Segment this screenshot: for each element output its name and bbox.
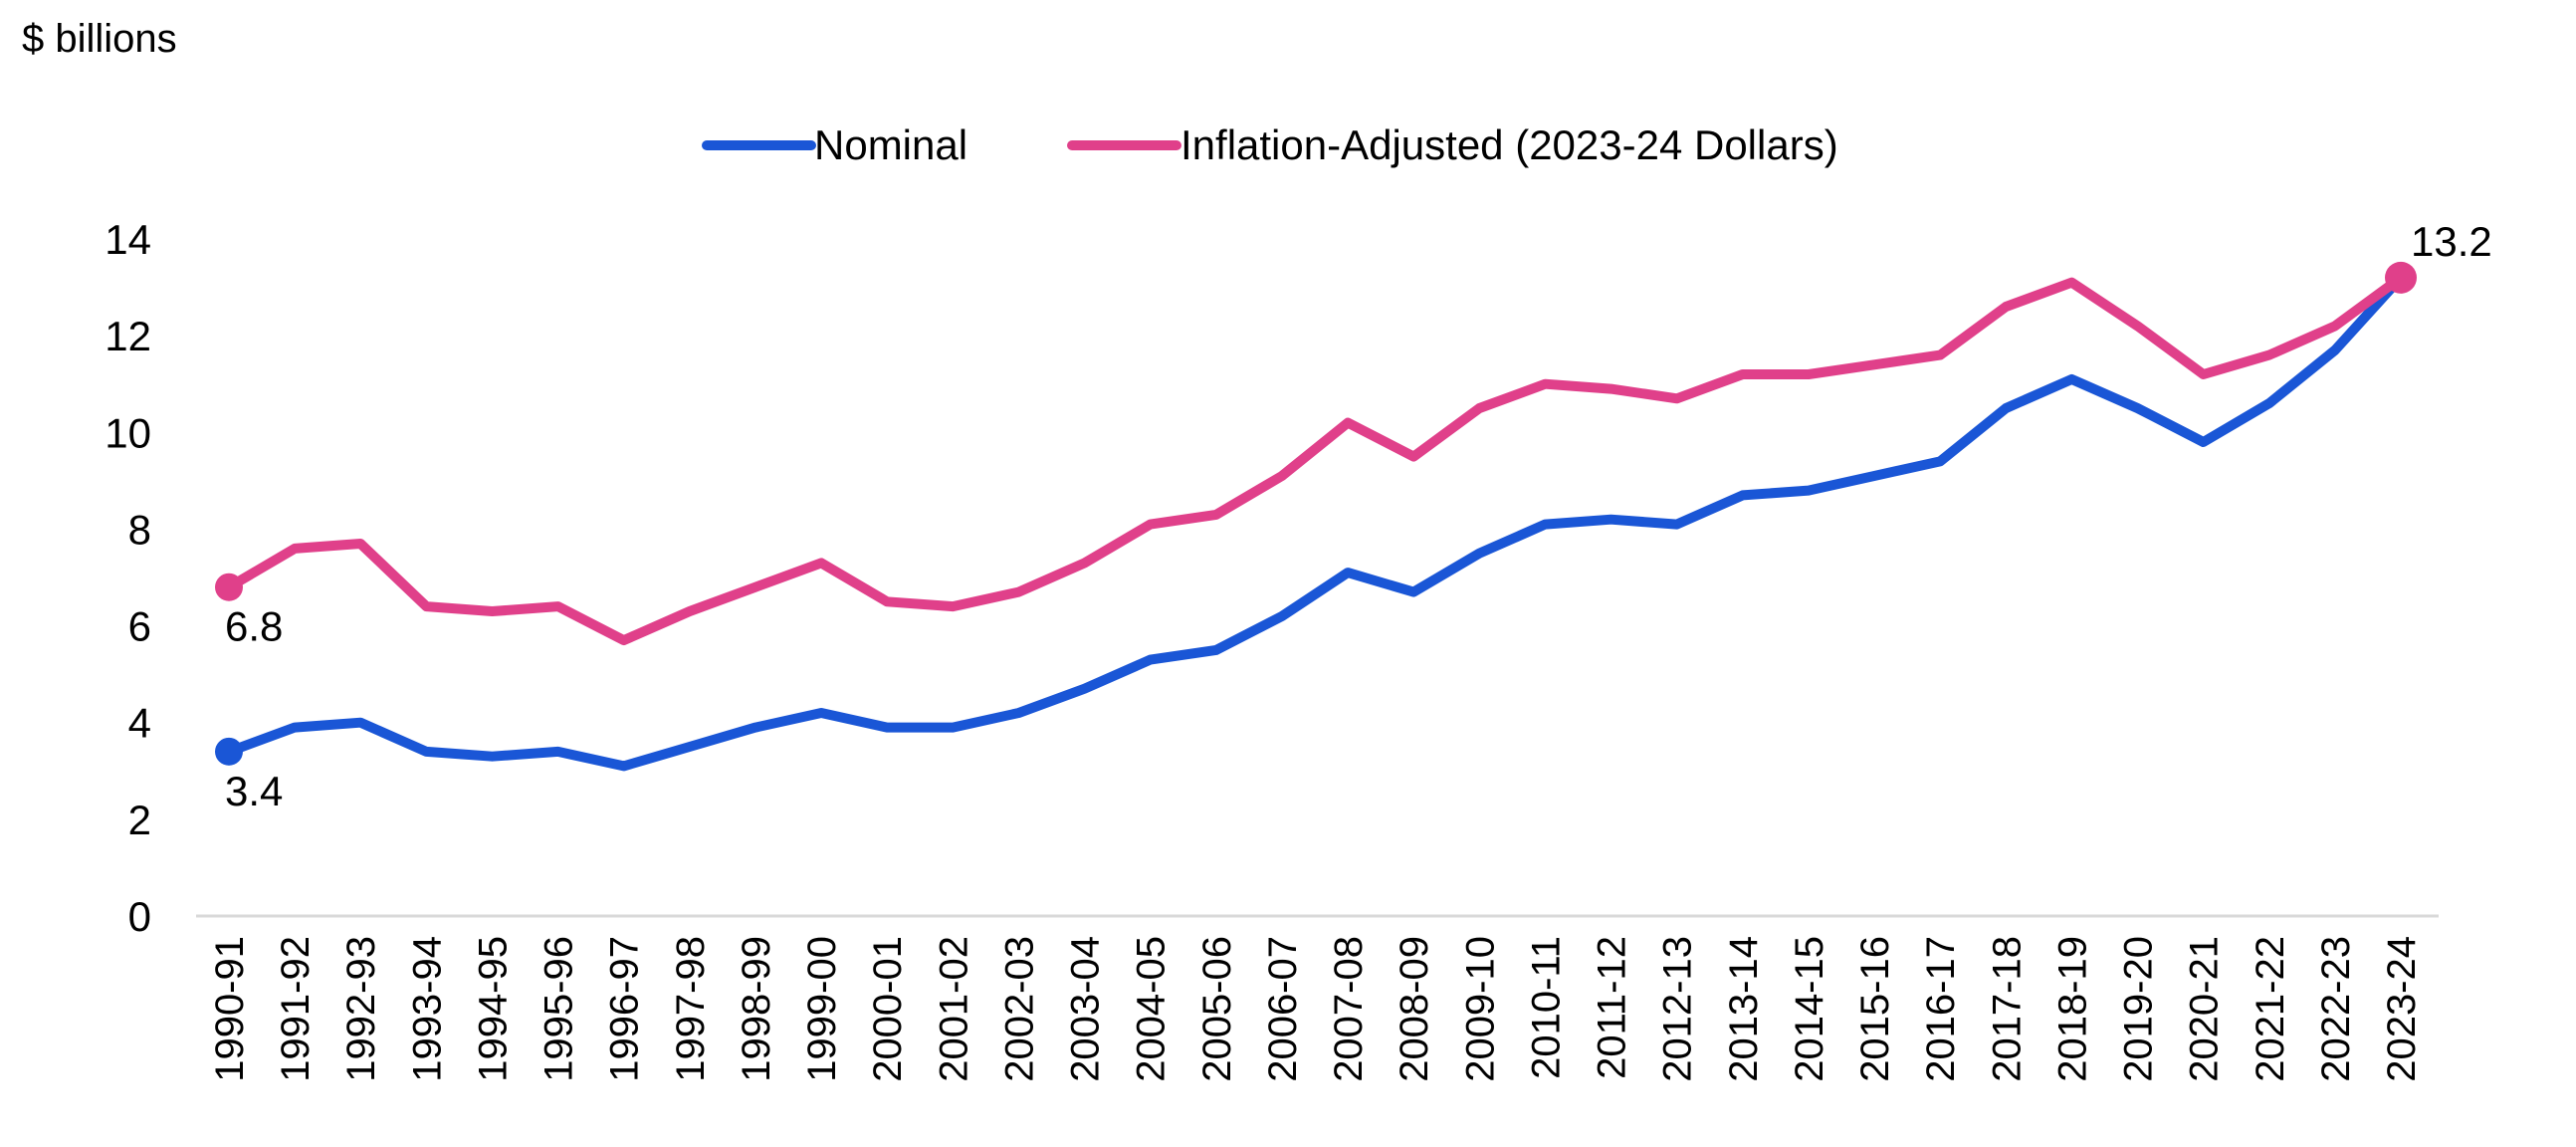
x-tick-label: 2013-14 — [1722, 936, 1766, 1082]
series-line-inflation-adjusted — [224, 272, 2406, 646]
x-axis-tick-labels: 1990-91 1991-92 1992-93 1993-94 1994-95 1995-… — [208, 936, 2424, 1082]
y-tick-label: 6 — [128, 603, 151, 650]
x-tick-label: 2010-11 — [1524, 936, 1568, 1079]
x-tick-label: 1996-97 — [603, 936, 647, 1082]
x-tick-label: 1991-92 — [274, 936, 318, 1082]
y-tick-label: 14 — [105, 216, 151, 263]
x-tick-label: 2021-22 — [2249, 936, 2292, 1082]
x-tick-label: 2006-07 — [1261, 936, 1305, 1082]
x-tick-label: 2003-04 — [1064, 936, 1108, 1082]
x-tick-label: 2023-24 — [2380, 936, 2424, 1082]
x-tick-label: 2008-09 — [1393, 936, 1436, 1082]
data-label: 13.2 — [2411, 218, 2492, 265]
x-tick-label: 1993-94 — [405, 936, 449, 1082]
y-tick-label: 12 — [105, 313, 151, 359]
x-tick-label: 2019-20 — [2117, 936, 2161, 1082]
x-tick-label: 2016-17 — [1919, 936, 1963, 1082]
y-tick-label: 4 — [128, 700, 151, 747]
x-tick-label: 2014-15 — [1788, 936, 1831, 1082]
x-tick-label: 1995-96 — [537, 936, 581, 1082]
x-tick-label: 2012-13 — [1656, 936, 1700, 1082]
x-tick-label: 1992-93 — [339, 936, 383, 1082]
x-tick-label: 1999-00 — [800, 936, 844, 1082]
x-tick-label: 2022-23 — [2314, 936, 2358, 1082]
data-label: 3.4 — [225, 768, 283, 814]
x-tick-label: 2001-02 — [932, 936, 975, 1082]
y-tick-label: 8 — [128, 506, 151, 553]
x-tick-label: 2004-05 — [1130, 936, 1174, 1082]
x-tick-label: 2015-16 — [1853, 936, 1897, 1082]
x-tick-label: 2005-06 — [1195, 936, 1239, 1082]
data-annotations: 6.8 3.4 13.2 — [215, 218, 2492, 814]
x-tick-label: 2020-21 — [2183, 936, 2227, 1082]
x-tick-label: 2018-19 — [2050, 936, 2094, 1082]
x-tick-label: 2002-03 — [997, 936, 1041, 1082]
data-point-marker — [2385, 261, 2417, 294]
legend-label-inflation-adjusted: Inflation-Adjusted (2023-24 Dollars) — [1181, 121, 1838, 168]
data-point-marker — [215, 573, 243, 601]
y-axis-tick-labels: 0 2 4 6 8 10 12 14 — [105, 216, 151, 940]
x-tick-label: 2000-01 — [866, 936, 910, 1082]
x-tick-label: 1994-95 — [471, 936, 515, 1082]
x-tick-label: 2007-08 — [1327, 936, 1371, 1082]
x-tick-label: 2009-10 — [1458, 936, 1502, 1082]
data-point-marker — [215, 737, 243, 766]
y-tick-label: 10 — [105, 409, 151, 456]
x-tick-label: 1990-91 — [208, 936, 252, 1082]
legend: Nominal Inflation-Adjusted (2023-24 Doll… — [702, 121, 1838, 168]
y-unit-label: $ billions — [22, 17, 177, 61]
series-lines — [224, 272, 2406, 772]
y-tick-label: 0 — [128, 893, 151, 940]
series-line-nominal — [224, 272, 2406, 772]
legend-label-nominal: Nominal — [814, 121, 967, 168]
x-tick-label: 2017-18 — [1985, 936, 2029, 1082]
x-tick-label: 1998-99 — [735, 936, 778, 1082]
data-label: 6.8 — [225, 603, 283, 650]
x-tick-label: 2011-12 — [1591, 936, 1634, 1079]
x-tick-label: 1997-98 — [669, 936, 713, 1082]
y-tick-label: 2 — [128, 797, 151, 843]
